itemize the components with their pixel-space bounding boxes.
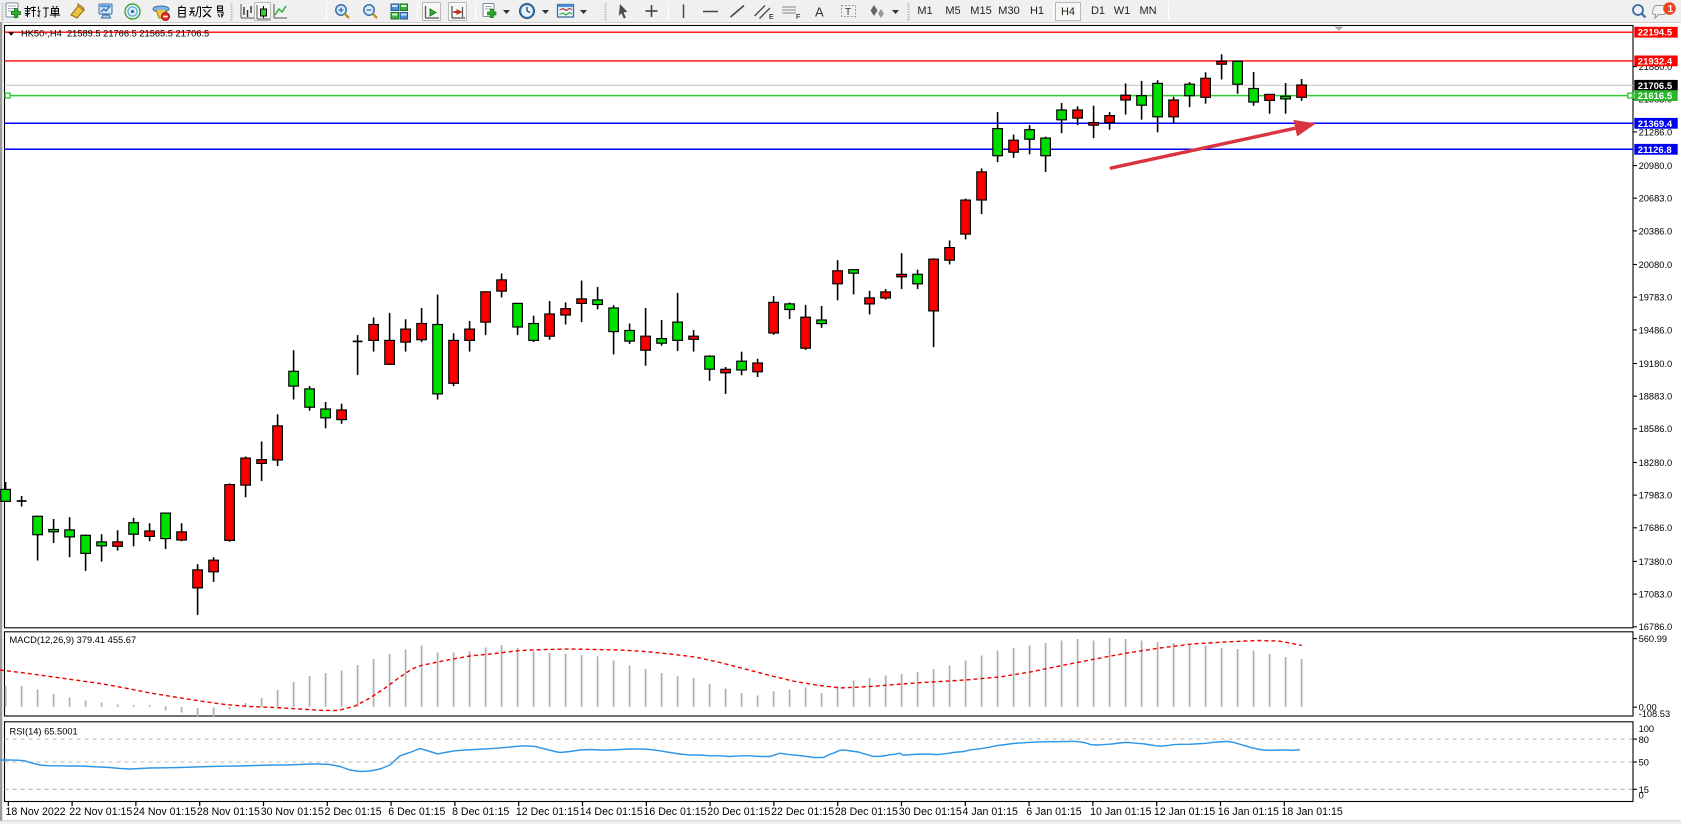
svg-text:RSI(14) 65.5001: RSI(14) 65.5001 <box>10 727 78 737</box>
svg-text:E: E <box>769 14 774 21</box>
svg-text:A: A <box>815 4 824 19</box>
svg-text:21880.0: 21880.0 <box>1639 62 1673 72</box>
svg-text:1: 1 <box>1668 4 1674 15</box>
svg-text:8 Dec 01:15: 8 Dec 01:15 <box>452 806 509 818</box>
svg-text:17083.0: 17083.0 <box>1639 590 1673 600</box>
svg-text:18883.0: 18883.0 <box>1639 392 1673 402</box>
svg-text:20980.0: 20980.0 <box>1639 161 1673 171</box>
svg-text:18280.0: 18280.0 <box>1639 458 1673 468</box>
svg-text:20080.0: 20080.0 <box>1639 260 1673 270</box>
svg-text:24 Nov 01:15: 24 Nov 01:15 <box>133 806 196 818</box>
svg-text:18 Nov 2022: 18 Nov 2022 <box>6 806 66 818</box>
svg-text:21616.5: 21616.5 <box>1638 91 1673 102</box>
svg-text:T: T <box>845 7 851 18</box>
svg-text:2 Dec 01:15: 2 Dec 01:15 <box>325 806 382 818</box>
svg-text:10 Jan 01:15: 10 Jan 01:15 <box>1090 806 1151 818</box>
svg-text:0.00: 0.00 <box>1639 703 1657 713</box>
svg-text:30 Dec 01:15: 30 Dec 01:15 <box>899 806 962 818</box>
svg-text:-108.53: -108.53 <box>1639 709 1671 719</box>
svg-text:100: 100 <box>1639 724 1655 734</box>
svg-text:20 Dec 01:15: 20 Dec 01:15 <box>707 806 770 818</box>
svg-text:12 Jan 01:15: 12 Jan 01:15 <box>1154 806 1215 818</box>
svg-text:4 Jan 01:15: 4 Jan 01:15 <box>963 806 1018 818</box>
svg-text:30 Nov 01:15: 30 Nov 01:15 <box>261 806 324 818</box>
svg-text:80: 80 <box>1639 735 1649 745</box>
svg-text:21286.0: 21286.0 <box>1639 127 1673 137</box>
svg-text:19486.0: 19486.0 <box>1639 325 1673 335</box>
svg-text:MACD(12,26,9) 379.41 455.67: MACD(12,26,9) 379.41 455.67 <box>10 635 137 645</box>
svg-text:17686.0: 17686.0 <box>1639 523 1673 533</box>
svg-text:19783.0: 19783.0 <box>1639 293 1673 303</box>
svg-text:12 Dec 01:15: 12 Dec 01:15 <box>516 806 579 818</box>
svg-text:21932.4: 21932.4 <box>1638 56 1673 67</box>
svg-text:14 Dec 01:15: 14 Dec 01:15 <box>580 806 643 818</box>
svg-text:HK50-,H4 21589.5 21766.5 2156: HK50-,H4 21589.5 21766.5 21565.5 21706.5 <box>21 28 209 38</box>
svg-text:0: 0 <box>1639 790 1644 800</box>
svg-text:21126.8: 21126.8 <box>1638 145 1672 156</box>
svg-text:16 Jan 01:15: 16 Jan 01:15 <box>1218 806 1279 818</box>
svg-text:21706.5: 21706.5 <box>1638 81 1673 92</box>
svg-text:50: 50 <box>1639 757 1649 767</box>
svg-text:19180.0: 19180.0 <box>1639 359 1673 369</box>
svg-text:16786.0: 16786.0 <box>1639 622 1673 632</box>
svg-text:15: 15 <box>1639 785 1649 795</box>
svg-text:F: F <box>796 14 800 21</box>
svg-text:20386.0: 20386.0 <box>1639 226 1673 236</box>
svg-text:17983.0: 17983.0 <box>1639 491 1673 501</box>
svg-text:560.99: 560.99 <box>1639 634 1667 644</box>
svg-text:18586.0: 18586.0 <box>1639 424 1673 434</box>
svg-text:22 Nov 01:15: 22 Nov 01:15 <box>69 806 132 818</box>
svg-text:17380.0: 17380.0 <box>1639 557 1673 567</box>
svg-text:6 Dec 01:15: 6 Dec 01:15 <box>388 806 445 818</box>
svg-text:22 Dec 01:15: 22 Dec 01:15 <box>771 806 834 818</box>
svg-text:20683.0: 20683.0 <box>1639 194 1673 204</box>
svg-text:28 Dec 01:15: 28 Dec 01:15 <box>835 806 898 818</box>
svg-text:22194.5: 22194.5 <box>1638 28 1673 39</box>
svg-text:6 Jan 01:15: 6 Jan 01:15 <box>1026 806 1081 818</box>
svg-text:28 Nov 01:15: 28 Nov 01:15 <box>197 806 260 818</box>
svg-text:18 Jan 01:15: 18 Jan 01:15 <box>1282 806 1343 818</box>
svg-text:21369.4: 21369.4 <box>1638 119 1673 130</box>
svg-text:16 Dec 01:15: 16 Dec 01:15 <box>644 806 707 818</box>
